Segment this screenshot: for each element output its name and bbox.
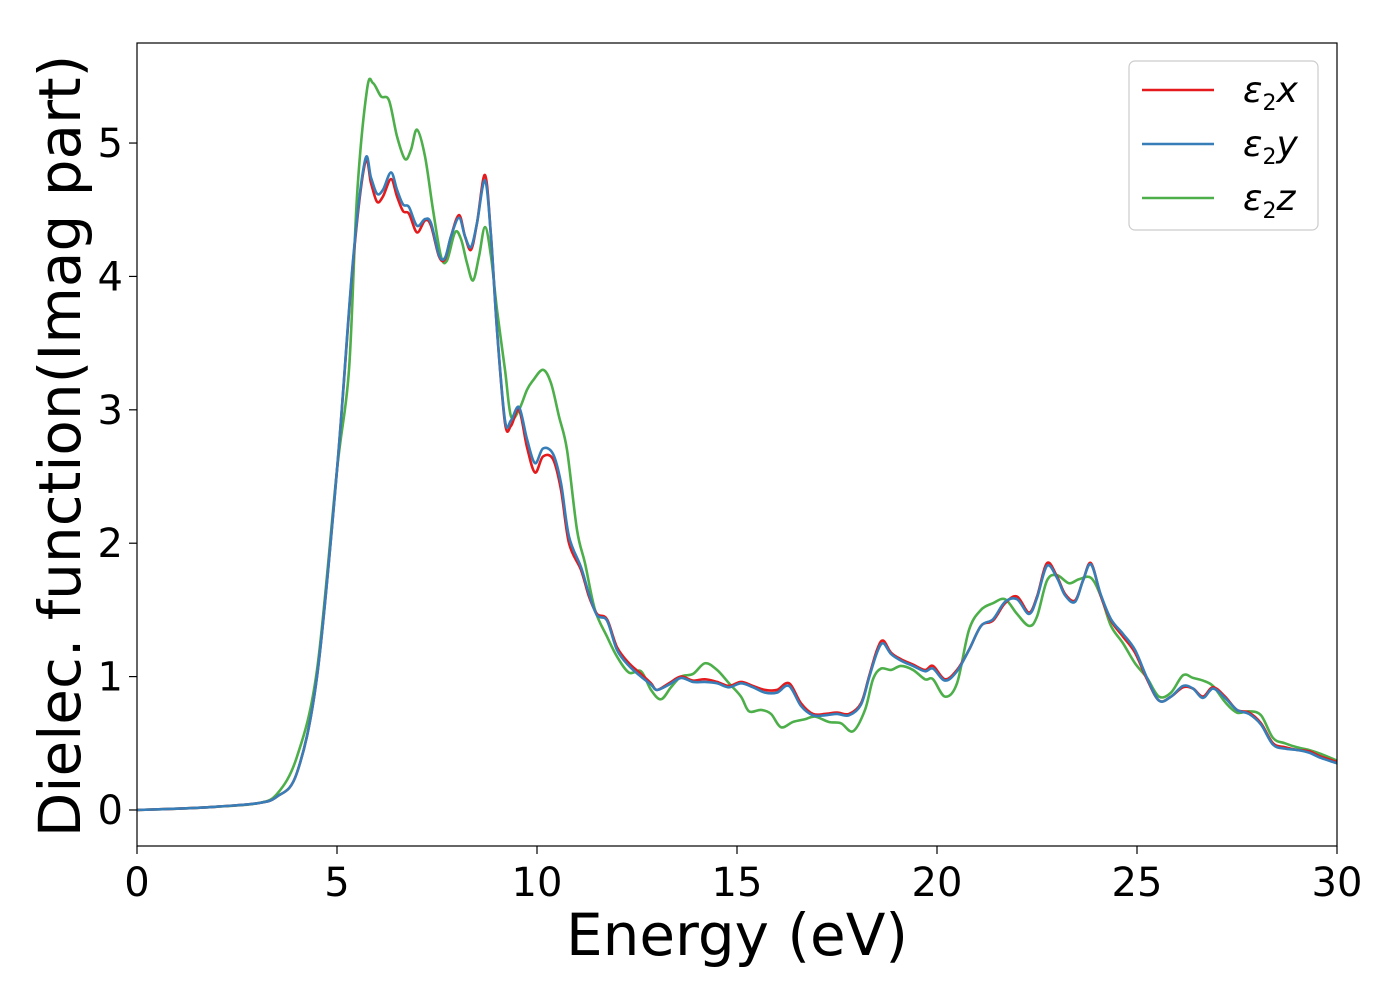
x-axis: 0 5 10 15 20 25 30 bbox=[124, 846, 1362, 906]
x-tick-label: 25 bbox=[1112, 860, 1163, 906]
y-tick-label: 4 bbox=[98, 254, 123, 300]
legend-label-sub: 2 bbox=[1262, 145, 1276, 170]
x-tick-label: 5 bbox=[324, 860, 349, 906]
y-axis: 0 1 2 3 4 5 bbox=[98, 121, 137, 834]
x-tick-label: 30 bbox=[1312, 860, 1363, 906]
x-tick-label: 10 bbox=[512, 860, 563, 906]
x-tick-label: 15 bbox=[712, 860, 763, 906]
legend-label-x: ε2x bbox=[1243, 70, 1298, 116]
legend-label-sub: 2 bbox=[1262, 199, 1276, 224]
legend-label-tail: x bbox=[1275, 70, 1298, 111]
x-tick-label: 20 bbox=[912, 860, 963, 906]
y-axis-title: Dielec. function(Imag part) bbox=[26, 55, 94, 838]
series-line-z bbox=[137, 77, 1337, 812]
y-tick-label: 5 bbox=[98, 121, 123, 167]
y-tick-label: 2 bbox=[98, 521, 123, 567]
legend-label-sub: 2 bbox=[1262, 91, 1276, 116]
legend-label-y: ε2y bbox=[1243, 124, 1298, 170]
series-line-x bbox=[137, 158, 1337, 812]
legend-box bbox=[1128, 60, 1319, 231]
x-axis-title: Energy (eV) bbox=[566, 901, 908, 969]
legend-label-tail: z bbox=[1275, 178, 1296, 219]
series-lines bbox=[137, 77, 1337, 812]
y-tick-label: 3 bbox=[98, 388, 123, 434]
y-tick-label: 1 bbox=[98, 655, 123, 701]
legend-label-base: ε bbox=[1243, 124, 1262, 165]
series-line-y bbox=[137, 155, 1337, 812]
legend-label-base: ε bbox=[1243, 178, 1262, 219]
legend-label-base: ε bbox=[1243, 70, 1262, 111]
legend-label-tail: y bbox=[1275, 124, 1298, 165]
legend-label-z: ε2z bbox=[1243, 178, 1296, 224]
x-tick-label: 0 bbox=[124, 860, 149, 906]
y-tick-label: 0 bbox=[98, 788, 123, 834]
